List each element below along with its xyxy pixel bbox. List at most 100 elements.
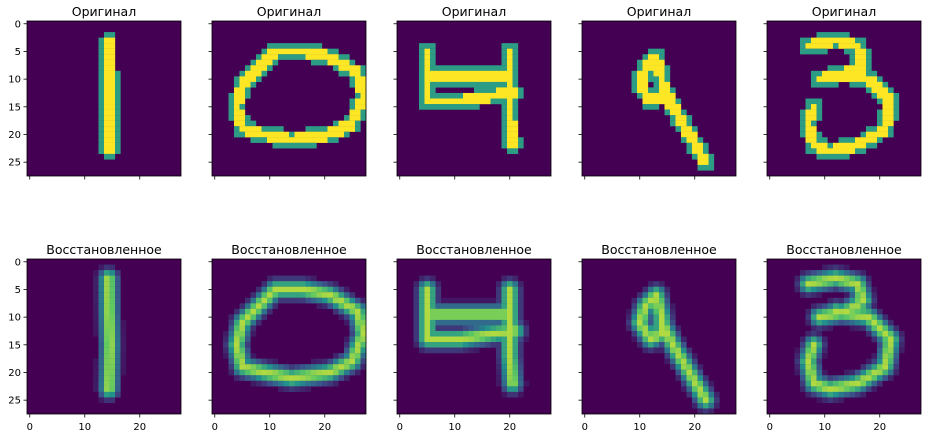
pixel-cell [822,342,828,348]
pixel-cell [849,375,856,381]
pixel-cell [360,92,367,99]
pixel-cell [349,65,356,71]
pixel-cell [512,126,519,132]
pixel-cell [98,81,105,88]
pixel-cell [239,358,246,365]
pixel-cell [300,43,306,49]
pixel-cell [703,391,709,398]
pixel-cell [833,319,839,326]
pixel-cell [234,92,240,99]
panel-title: Восстановленное [416,242,532,257]
pixel-cell [512,120,519,127]
pixel-cell [811,70,817,77]
pixel-cell [468,342,475,348]
pixel-cell [479,303,486,309]
pixel-cell [805,270,812,276]
pixel-cell [659,303,665,309]
pixel-cell [844,386,850,393]
pixel-cell [512,303,519,309]
pixel-cell [697,142,704,149]
pixel-cell [479,81,486,88]
pixel-cell [104,153,110,160]
pixel-cell [496,81,502,88]
pixel-cell [457,76,464,83]
pixel-cell [419,286,425,293]
pixel-cell [430,325,436,332]
pixel-cell [468,297,475,304]
pixel-cell [479,76,486,83]
pixel-cell [844,292,850,298]
pixel-cell [261,65,268,71]
pixel-cell [714,397,720,404]
pixel-cell [697,391,704,398]
pixel-cell [245,358,251,365]
pixel-cell [507,297,513,304]
pixel-cell [822,148,828,155]
pixel-cell [877,325,883,332]
pixel-cell [811,76,817,83]
pixel-cell [261,54,268,60]
pixel-cell [333,369,339,376]
pixel-cell [888,104,894,110]
pixel-cell [860,142,867,149]
pixel-cell [430,319,436,326]
pixel-cell [501,353,508,359]
axes-frame [211,258,367,415]
pixel-cell [871,297,878,304]
pixel-cell [496,353,502,359]
pixel-cell [98,308,105,315]
pixel-cell [446,92,453,99]
pixel-cell [419,314,425,321]
pixel-cell [703,148,709,155]
pixel-cell [413,336,420,343]
pixel-cell [708,153,715,160]
y-tick-label: 5 [15,47,21,58]
pixel-cell [893,358,900,365]
pixel-cell [360,342,367,348]
pixel-cell [104,391,110,398]
pixel-cell [871,292,878,298]
pixel-cell [653,92,660,99]
pixel-cell [805,131,812,138]
pixel-cell [234,87,240,94]
pixel-cell [866,369,872,376]
pixel-cell [794,369,801,376]
pixel-cell [272,137,279,143]
pixel-cell [104,43,110,49]
pixel-cell [452,347,458,354]
pixel-cell [109,270,116,276]
pixel-cell [518,342,524,348]
pixel-cell [338,297,345,304]
pixel-cell [800,270,806,276]
pixel-cell [115,87,121,94]
pixel-cell [512,358,519,365]
pixel-cell [239,109,246,116]
pixel-cell [805,275,812,282]
pixel-cell [311,369,317,376]
x-tick-label: 10 [263,422,276,433]
pixel-cell [670,342,676,348]
pixel-cell [496,330,502,337]
pixel-cell [267,292,273,298]
pixel-cell [822,380,828,387]
pixel-cell [816,375,823,381]
pixel-cell [805,43,812,49]
pixel-cell [512,325,519,332]
pixel-cell [501,297,508,304]
pixel-cell [109,98,116,105]
pixel-cell [703,397,709,404]
pixel-cell [860,65,867,71]
pixel-cell [849,297,856,304]
pixel-cell [344,303,350,309]
pixel-cell [349,297,356,304]
pixel-cell [93,270,99,276]
pixel-cell [675,358,682,365]
pixel-cell [860,275,867,282]
pixel-cell [833,375,839,381]
pixel-cell [228,104,235,110]
pixel-cell [485,98,491,105]
pixel-cell [120,336,127,343]
pixel-cell [496,98,502,105]
pixel-cell [642,54,649,60]
pixel-cell [626,308,632,315]
